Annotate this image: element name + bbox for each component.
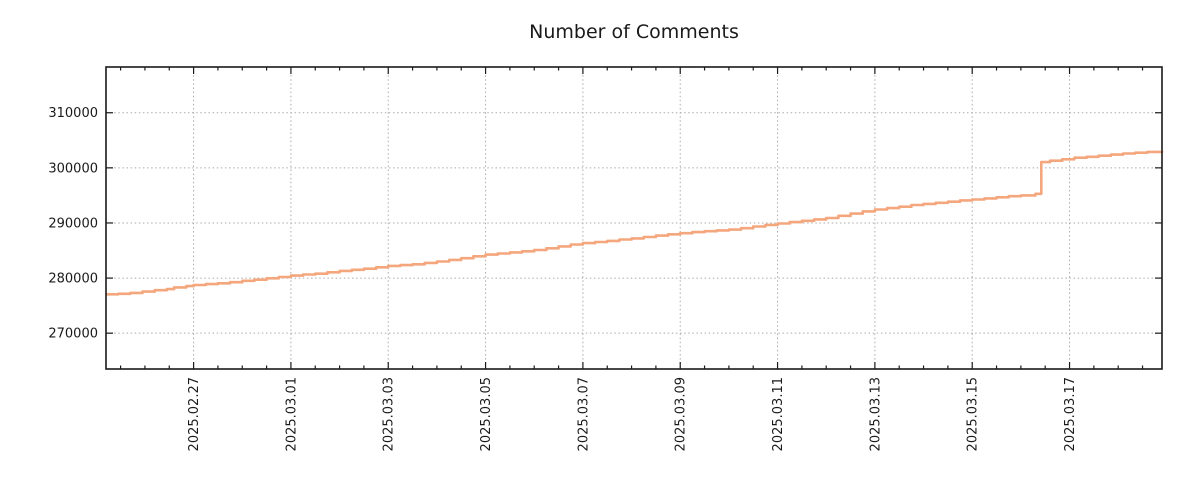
- y-tick-label: 300000: [48, 161, 98, 176]
- y-tick-label: 290000: [48, 216, 98, 231]
- axis-ticks-group: [106, 67, 1162, 369]
- x-tick-label: 2025.03.07: [576, 377, 591, 451]
- y-tick-label: 270000: [48, 327, 98, 342]
- x-tick-label: 2025.02.27: [187, 377, 202, 451]
- axis-labels-group: 270000 280000 290000 300000 310000 2025.02.27…: [48, 106, 1078, 451]
- chart-title: Number of Comments: [529, 21, 739, 43]
- x-tick-label: 2025.03.03: [382, 377, 397, 451]
- x-tick-label: 2025.03.11: [771, 377, 786, 451]
- plot-border: [105, 66, 1163, 370]
- x-tick-label: 2025.03.09: [674, 377, 689, 451]
- x-tick-label: 2025.03.13: [868, 377, 883, 451]
- y-tick-label: 310000: [48, 106, 98, 121]
- data-series-group: [106, 150, 1164, 296]
- y-tick-label: 280000: [48, 272, 98, 287]
- x-tick-label: 2025.03.15: [966, 377, 981, 451]
- x-tick-label: 2025.03.05: [479, 377, 494, 451]
- x-tick-label: 2025.03.01: [284, 377, 299, 451]
- series-line-comments: [106, 150, 1164, 296]
- x-tick-label: 2025.03.17: [1063, 377, 1078, 451]
- gridlines-group: [106, 67, 1162, 369]
